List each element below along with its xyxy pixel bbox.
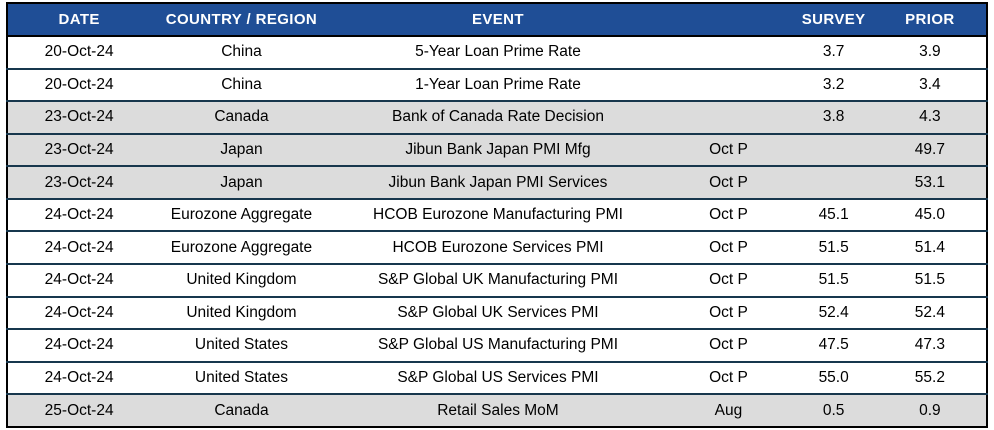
cell-date: 20-Oct-24 [7, 67, 151, 102]
cell-date: 20-Oct-24 [7, 36, 151, 69]
cell-event: 5-Year Loan Prime Rate [332, 36, 664, 69]
cell-date: 24-Oct-24 [7, 328, 151, 362]
table-row: 23-Oct-24 Japan Jibun Bank Japan PMI Servi… [7, 165, 987, 199]
cell-period [663, 36, 794, 69]
table-row: 24-Oct-24 Eurozone Aggregate HCOB Eurozone… [7, 230, 987, 265]
cell-prior: 52.4 [873, 295, 987, 330]
cell-date: 24-Oct-24 [7, 360, 151, 395]
cell-country: Canada [150, 100, 333, 134]
cell-prior: 51.4 [873, 230, 987, 265]
cell-country: Eurozone Aggregate [150, 230, 333, 265]
column-header-event: EVENT [332, 3, 664, 37]
cell-country: Japan [150, 132, 333, 167]
column-header-period [663, 3, 794, 37]
cell-survey: 3.8 [793, 100, 874, 134]
cell-prior: 55.2 [873, 360, 987, 395]
cell-survey: 51.5 [793, 263, 874, 297]
table-row: 20-Oct-24 China 1-Year Loan Prime Rate 3.2 3… [7, 67, 987, 102]
cell-country: China [150, 36, 333, 69]
cell-period: Oct P [663, 328, 794, 362]
cell-country: United States [150, 360, 333, 395]
cell-country: Japan [150, 165, 333, 199]
cell-event: Bank of Canada Rate Decision [332, 100, 664, 134]
table-row: 24-Oct-24 Eurozone Aggregate HCOB Eurozone… [7, 197, 987, 232]
cell-event: S&P Global US Manufacturing PMI [332, 328, 664, 362]
table-row: 23-Oct-24 Canada Bank of Canada Rate Decis… [7, 100, 987, 134]
cell-date: 24-Oct-24 [7, 230, 151, 265]
table-row: 24-Oct-24 United States S&P Global US Manu… [7, 328, 987, 362]
table-row: 20-Oct-24 China 5-Year Loan Prime Rate 3.7 3… [7, 36, 987, 69]
cell-survey: 0.5 [793, 393, 874, 427]
economic-calendar-table-container: DATE COUNTRY / REGION EVENT SURVEY PRIOR… [6, 2, 988, 428]
column-header-date: DATE [7, 3, 151, 37]
cell-survey: 47.5 [793, 328, 874, 362]
cell-country: Eurozone Aggregate [150, 197, 333, 232]
cell-event: Jibun Bank Japan PMI Services [332, 165, 664, 199]
cell-period [663, 100, 794, 134]
cell-date: 23-Oct-24 [7, 132, 151, 167]
cell-event: Retail Sales MoM [332, 393, 664, 427]
cell-prior: 51.5 [873, 263, 987, 297]
economic-calendar-table: DATE COUNTRY / REGION EVENT SURVEY PRIOR… [6, 2, 988, 428]
cell-prior: 3.9 [873, 36, 987, 69]
cell-date: 25-Oct-24 [7, 393, 151, 427]
cell-country: China [150, 67, 333, 102]
cell-country: United States [150, 328, 333, 362]
table-header-row: DATE COUNTRY / REGION EVENT SURVEY PRIOR [7, 3, 987, 37]
cell-survey: 55.0 [793, 360, 874, 395]
cell-survey: 51.5 [793, 230, 874, 265]
cell-prior: 0.9 [873, 393, 987, 427]
cell-date: 24-Oct-24 [7, 263, 151, 297]
cell-period: Oct P [663, 165, 794, 199]
column-header-country: COUNTRY / REGION [150, 3, 333, 37]
cell-survey [793, 132, 874, 167]
cell-period: Oct P [663, 360, 794, 395]
table-row: 23-Oct-24 Japan Jibun Bank Japan PMI Mfg Oc… [7, 132, 987, 167]
cell-date: 23-Oct-24 [7, 100, 151, 134]
cell-event: S&P Global UK Manufacturing PMI [332, 263, 664, 297]
cell-survey: 52.4 [793, 295, 874, 330]
cell-date: 24-Oct-24 [7, 295, 151, 330]
column-header-survey: SURVEY [793, 3, 874, 37]
cell-period: Oct P [663, 197, 794, 232]
cell-event: S&P Global US Services PMI [332, 360, 664, 395]
cell-date: 24-Oct-24 [7, 197, 151, 232]
cell-period: Oct P [663, 295, 794, 330]
cell-period [663, 67, 794, 102]
table-body: 20-Oct-24 China 5-Year Loan Prime Rate 3.7 3… [7, 36, 987, 427]
cell-prior: 53.1 [873, 165, 987, 199]
table-row: 24-Oct-24 United Kingdom S&P Global UK Ser… [7, 295, 987, 330]
cell-period: Aug [663, 393, 794, 427]
cell-event: HCOB Eurozone Manufacturing PMI [332, 197, 664, 232]
cell-period: Oct P [663, 132, 794, 167]
column-header-prior: PRIOR [873, 3, 987, 37]
cell-prior: 49.7 [873, 132, 987, 167]
cell-prior: 3.4 [873, 67, 987, 102]
cell-country: United Kingdom [150, 295, 333, 330]
cell-prior: 47.3 [873, 328, 987, 362]
cell-period: Oct P [663, 230, 794, 265]
cell-date: 23-Oct-24 [7, 165, 151, 199]
cell-country: Canada [150, 393, 333, 427]
cell-survey [793, 165, 874, 199]
cell-country: United Kingdom [150, 263, 333, 297]
cell-prior: 45.0 [873, 197, 987, 232]
cell-survey: 3.2 [793, 67, 874, 102]
table-row: 25-Oct-24 Canada Retail Sales MoM Aug 0.5 0.9 [7, 393, 987, 427]
cell-survey: 45.1 [793, 197, 874, 232]
table-row: 24-Oct-24 United Kingdom S&P Global UK Man… [7, 263, 987, 297]
cell-event: HCOB Eurozone Services PMI [332, 230, 664, 265]
table-row: 24-Oct-24 United States S&P Global US Serv… [7, 360, 987, 395]
cell-period: Oct P [663, 263, 794, 297]
cell-survey: 3.7 [793, 36, 874, 69]
cell-prior: 4.3 [873, 100, 987, 134]
cell-event: S&P Global UK Services PMI [332, 295, 664, 330]
cell-event: Jibun Bank Japan PMI Mfg [332, 132, 664, 167]
cell-event: 1-Year Loan Prime Rate [332, 67, 664, 102]
